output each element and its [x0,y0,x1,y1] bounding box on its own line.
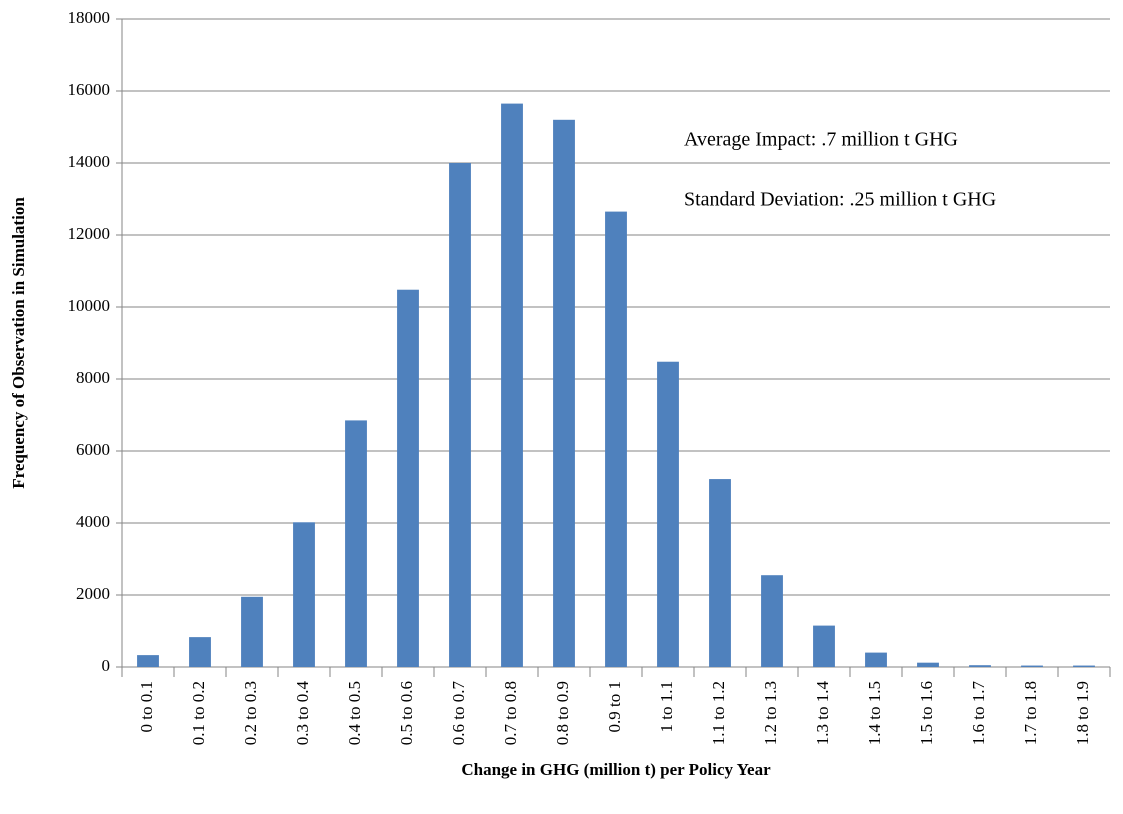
bar [1021,665,1043,667]
x-tick-label: 0.4 to 0.5 [345,681,364,745]
bar [709,479,731,667]
bar [345,420,367,667]
y-tick-label: 10000 [68,296,111,315]
x-tick-label: 1.4 to 1.5 [865,681,884,745]
y-tick-label: 12000 [68,224,111,243]
bar [657,361,679,667]
bar [1073,665,1095,667]
x-tick-label: 0.9 to 1 [605,681,624,732]
bar [189,637,211,667]
x-tick-label: 1.1 to 1.2 [709,681,728,745]
bar [501,103,523,668]
x-tick-label: 1.2 to 1.3 [761,681,780,745]
bar [761,575,783,667]
x-tick-label: 1.6 to 1.7 [969,681,988,746]
y-tick-label: 4000 [76,512,110,531]
x-tick-label: 0.3 to 0.4 [293,681,312,746]
x-tick-label: 1 to 1.1 [657,681,676,732]
y-tick-label: 6000 [76,440,110,459]
x-tick-label: 1.7 to 1.8 [1021,681,1040,745]
y-tick-label: 8000 [76,368,110,387]
x-tick-label: 0 to 0.1 [137,681,156,732]
x-tick-label: 0.7 to 0.8 [501,681,520,745]
x-tick-label: 0.2 to 0.3 [241,681,260,745]
x-axis-title: Change in GHG (million t) per Policy Yea… [461,760,771,779]
bar [293,522,315,667]
bar [917,662,939,667]
bar [813,625,835,667]
bar [605,211,627,667]
x-tick-label: 1.5 to 1.6 [917,681,936,745]
y-tick-label: 16000 [68,80,111,99]
y-tick-label: 18000 [68,8,111,27]
y-tick-label: 14000 [68,152,111,171]
bar [865,652,887,667]
x-tick-label: 0.1 to 0.2 [189,681,208,745]
bar [397,289,419,667]
annotation: Standard Deviation: .25 million t GHG [684,189,996,211]
x-tick-label: 0.5 to 0.6 [397,681,416,745]
bar [449,163,471,667]
y-tick-label: 0 [102,656,111,675]
x-tick-label: 0.6 to 0.7 [449,681,468,746]
annotation: Average Impact: .7 million t GHG [684,129,958,151]
y-tick-label: 2000 [76,584,110,603]
bar [969,665,991,667]
x-tick-label: 1.3 to 1.4 [813,681,832,746]
x-tick-label: 0.8 to 0.9 [553,681,572,745]
y-axis-title: Frequency of Observation in Simulation [9,197,28,489]
bar [553,119,575,668]
bar [137,655,159,667]
x-tick-label: 1.8 to 1.9 [1073,681,1092,745]
bar [241,596,263,667]
